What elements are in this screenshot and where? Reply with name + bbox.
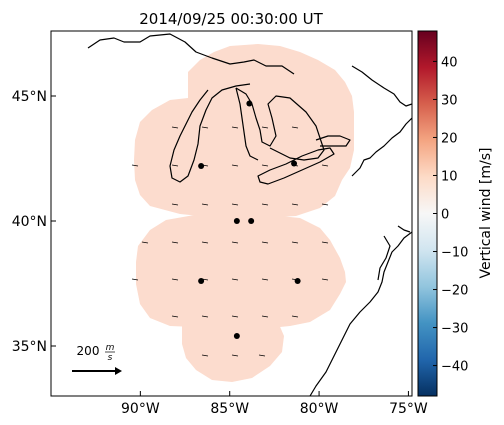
coastline-atlantic-north: [351, 65, 412, 107]
radar-stations: [198, 100, 301, 339]
colorbar-ticks: 40 30 20 10 0 −10 −20 −30 −40: [433, 55, 468, 375]
longitude-tick-label: 90°W: [121, 401, 160, 417]
wind-vector: [291, 315, 299, 318]
wind-vector: [231, 354, 239, 357]
wind-vector: [321, 164, 329, 167]
longitude-tick-label: 85°W: [210, 401, 249, 417]
colorbar-tick-label: 10: [441, 169, 458, 184]
coastline-long-island: [397, 225, 411, 233]
radar-station-marker: [198, 163, 205, 169]
radar-station-marker: [291, 160, 298, 167]
scale-arrow-unit-numerator: m: [106, 343, 115, 353]
wind-vector: [291, 241, 299, 244]
colorbar-tick-label: −40: [441, 360, 468, 375]
latitude-tick-label: 45°N: [12, 89, 47, 105]
longitude-axis: 90°W 85°W 80°W 75°W: [121, 391, 428, 417]
wind-vector: [171, 203, 179, 206]
wind-vector: [261, 126, 269, 129]
wind-vector: [231, 164, 239, 167]
colorbar-tick-label: 0: [441, 208, 449, 223]
wind-vector: [258, 354, 266, 357]
coastline-atlantic-east: [351, 117, 412, 177]
wind-vector: [291, 126, 299, 129]
wind-vector: [201, 241, 209, 244]
colorbar-label: Vertical wind [m/s]: [478, 148, 494, 279]
coastline-lake-superior: [87, 33, 295, 75]
wind-vector: [231, 278, 239, 281]
radar-station-marker: [233, 333, 240, 339]
longitude-tick-label: 80°W: [300, 401, 339, 417]
coastline-chesapeake: [309, 231, 412, 396]
map-area: 200 m s: [50, 30, 413, 397]
coastline-michigan-lower: [235, 87, 259, 161]
map-frame: [50, 30, 413, 397]
wind-vector: [171, 278, 179, 281]
latitude-tick-label: 40°N: [12, 214, 47, 230]
coverage-south-lobe: [182, 312, 284, 382]
wind-vector: [261, 164, 269, 167]
wind-vector: [321, 278, 329, 281]
colorbar-tick-label: −10: [441, 246, 468, 261]
wind-vector: [321, 203, 329, 206]
wind-vector: [201, 315, 209, 318]
wind-vector: [231, 126, 239, 129]
colorbar-tick-label: 40: [441, 55, 458, 70]
wind-vector: [201, 126, 209, 129]
latitude-tick-label: 35°N: [12, 339, 47, 355]
colorbar: 40 30 20 10 0 −10 −20 −30 −40 Vertical wind [m/s…: [417, 30, 494, 397]
wind-vector: [171, 315, 179, 318]
scale-arrow-value: 200: [77, 344, 100, 358]
scale-arrow-unit-denominator: s: [108, 353, 113, 363]
wind-vector: [171, 164, 179, 167]
colorbar-tick-label: 20: [441, 131, 458, 146]
wind-vector: [231, 203, 239, 206]
wind-vector: [231, 315, 239, 318]
colorbar-tick-label: −20: [441, 284, 468, 299]
wind-vector: [261, 278, 269, 281]
colorbar-tick-label: −30: [441, 322, 468, 337]
coastline-delmarva: [377, 235, 391, 281]
map-title: 2014/09/25 00:30:00 UT: [139, 10, 323, 28]
colorbar-tick-label: 30: [441, 93, 458, 108]
wind-vector: [131, 278, 139, 281]
latitude-axis: 35°N 40°N 45°N: [12, 89, 56, 355]
coastline-lake-michigan: [169, 83, 251, 183]
radar-station-marker: [246, 100, 253, 107]
coverage-middle-lobe: [136, 214, 346, 328]
coastline-lake-ontario: [315, 135, 351, 147]
wind-vector-field: [131, 126, 329, 357]
longitude-tick-label: 75°W: [389, 401, 428, 417]
coastline-lake-huron: [235, 87, 325, 161]
wind-vector: [131, 164, 139, 167]
scale-arrow: 200 m s: [72, 343, 122, 375]
radar-station-marker: [248, 218, 255, 224]
wind-vector: [321, 241, 329, 244]
wind-vector: [141, 241, 149, 244]
coastlines: [87, 33, 412, 396]
wind-vector: [261, 241, 269, 244]
wind-vector: [291, 203, 299, 206]
radar-station-marker: [294, 278, 301, 284]
wind-vector: [231, 241, 239, 244]
radar-station-marker: [233, 218, 240, 224]
wind-vector: [261, 315, 269, 318]
scale-arrow-head: [115, 367, 122, 375]
radar-station-marker: [198, 278, 205, 284]
wind-vector: [201, 203, 209, 206]
wind-vector: [171, 241, 179, 244]
wind-vector: [171, 126, 179, 129]
wind-vector: [201, 354, 209, 357]
coastline-lake-erie: [257, 147, 335, 185]
wind-vector: [261, 203, 269, 206]
